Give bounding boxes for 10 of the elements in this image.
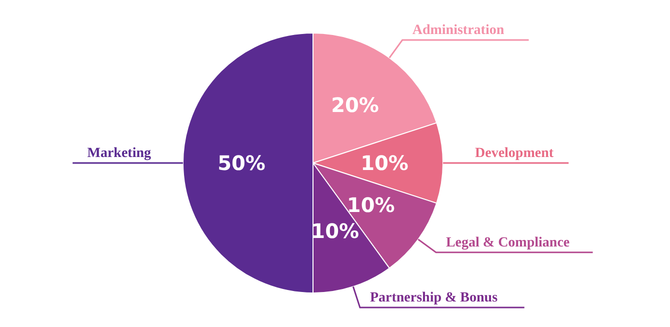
data-label: 10% xyxy=(360,151,408,175)
data-label: 10% xyxy=(346,193,395,218)
data-label: 20% xyxy=(331,93,379,118)
data-label: 50% xyxy=(218,151,266,175)
data-label: 10% xyxy=(311,219,360,243)
slice-label: Development xyxy=(475,146,554,161)
slice-label: Administration xyxy=(412,23,504,38)
slice-label: Marketing xyxy=(87,146,151,161)
slice-label: Legal & Compliance xyxy=(446,235,570,250)
slice-label: Partnership & Bonus xyxy=(370,290,498,306)
